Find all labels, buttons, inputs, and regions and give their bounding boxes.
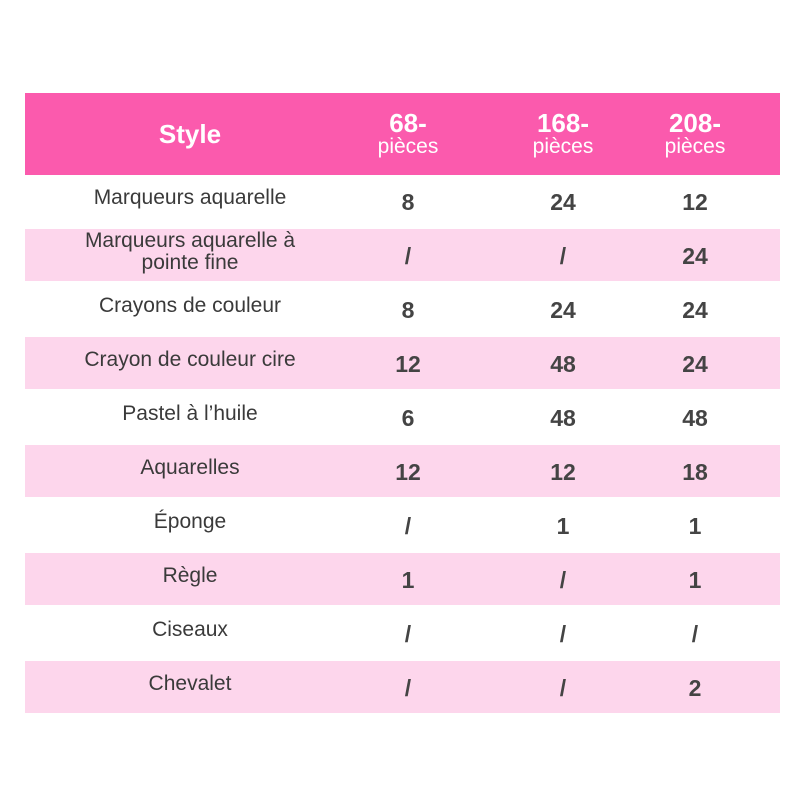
row-value: 1 (688, 512, 702, 539)
row-value: 2 (688, 674, 702, 701)
row-value: 24 (550, 296, 576, 323)
row-value: 48 (550, 350, 576, 377)
row-value: / (559, 242, 567, 269)
row-value: 6 (401, 404, 415, 431)
row-style-name: Ciseaux (152, 618, 228, 641)
row-value: / (404, 620, 412, 647)
table-header: Style 68- pièces 168- pièces 208- pièces (25, 93, 780, 175)
table-row: Ciseaux / / / (25, 607, 780, 659)
table-row: Éponge / 1 1 (25, 499, 780, 551)
header-unit: pièces (377, 135, 439, 158)
row-value: 48 (550, 404, 576, 431)
table-body: Marqueurs aquarelle 8 24 12 Marqueurs aquare… (25, 175, 780, 713)
row-value: / (404, 242, 412, 269)
row-value: 8 (401, 296, 415, 323)
table-row: Règle 1 / 1 (25, 553, 780, 605)
row-value: 1 (401, 566, 415, 593)
row-value: 12 (395, 458, 421, 485)
row-value: 8 (401, 188, 415, 215)
row-value: 12 (550, 458, 576, 485)
row-value: 12 (395, 350, 421, 377)
row-value: 18 (682, 458, 708, 485)
table-row: Crayons de couleur 8 24 24 (25, 283, 780, 335)
header-count: 208- (668, 108, 722, 138)
header-count: 68- (389, 108, 427, 138)
table-row: Marqueurs aquarelle 8 24 12 (25, 175, 780, 227)
row-value: / (404, 674, 412, 701)
row-style-name: Marqueurs aquarelle (93, 186, 287, 209)
row-value: / (691, 620, 699, 647)
header-unit: pièces (664, 135, 726, 158)
table-row: Crayon de couleur cire 12 48 24 (25, 337, 780, 389)
row-style-name: Pastel à l’huile (122, 402, 258, 425)
row-value: 1 (556, 512, 570, 539)
row-value: / (559, 674, 567, 701)
row-style-name: Chevalet (148, 672, 232, 695)
row-value: 24 (682, 242, 708, 269)
table-row: Marqueurs aquarelle à pointe fine / / 24 (25, 229, 780, 281)
row-value: 12 (682, 188, 708, 215)
row-style-name: Crayon de couleur cire (84, 348, 296, 371)
table-row: Pastel à l’huile 6 48 48 (25, 391, 780, 443)
row-style-name: Éponge (153, 510, 227, 533)
row-style-name: Règle (162, 564, 218, 587)
row-style-name: Crayons de couleur (98, 294, 282, 317)
row-value: 48 (682, 404, 708, 431)
header-unit: pièces (532, 135, 594, 158)
comparison-table: Style 68- pièces 168- pièces 208- pièces Ma… (25, 93, 780, 713)
row-value: / (559, 566, 567, 593)
table-row: Chevalet / / 2 (25, 661, 780, 713)
header-style: Style (65, 93, 315, 175)
row-value: 1 (688, 566, 702, 593)
table-row: Aquarelles 12 12 18 (25, 445, 780, 497)
row-style-name: Aquarelles (140, 456, 240, 479)
header-col-68: 68- pièces (343, 93, 473, 175)
row-value: 24 (682, 296, 708, 323)
row-value: 24 (550, 188, 576, 215)
header-col-208: 208- pièces (630, 93, 760, 175)
header-count: 168- (536, 108, 590, 138)
row-style-name: Marqueurs aquarelle à pointe fine (84, 229, 296, 274)
header-col-168: 168- pièces (498, 93, 628, 175)
row-value: / (404, 512, 412, 539)
row-value: 24 (682, 350, 708, 377)
header-style-label: Style (158, 118, 222, 149)
row-value: / (559, 620, 567, 647)
